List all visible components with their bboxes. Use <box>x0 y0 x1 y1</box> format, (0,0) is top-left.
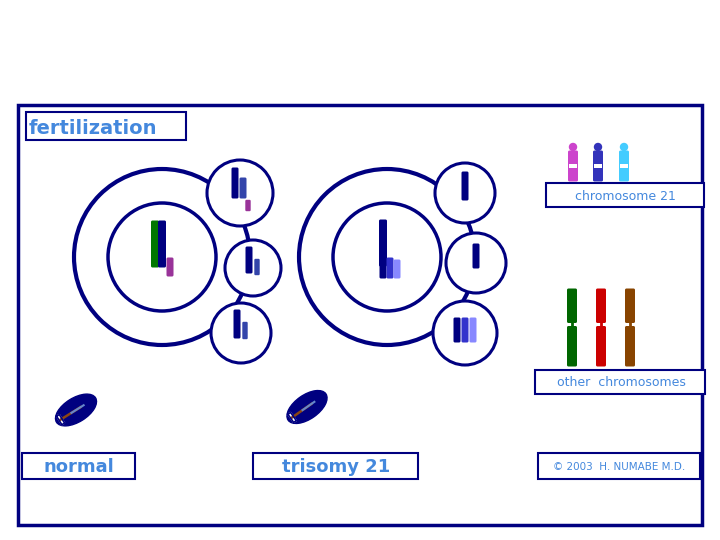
FancyBboxPatch shape <box>568 151 578 181</box>
FancyBboxPatch shape <box>387 258 394 279</box>
FancyBboxPatch shape <box>619 151 629 181</box>
Text: trisomy 21: trisomy 21 <box>282 458 390 476</box>
FancyBboxPatch shape <box>232 167 238 199</box>
FancyBboxPatch shape <box>472 244 480 268</box>
Circle shape <box>225 240 281 296</box>
FancyBboxPatch shape <box>379 219 387 267</box>
Text: other  chromosomes: other chromosomes <box>557 376 685 389</box>
FancyBboxPatch shape <box>166 258 174 276</box>
FancyBboxPatch shape <box>233 309 240 339</box>
Ellipse shape <box>55 394 96 426</box>
Circle shape <box>108 203 216 311</box>
FancyBboxPatch shape <box>151 220 159 267</box>
Circle shape <box>570 144 577 151</box>
Circle shape <box>211 303 271 363</box>
FancyBboxPatch shape <box>567 326 577 367</box>
Circle shape <box>74 169 250 345</box>
Circle shape <box>207 160 273 226</box>
Text: fertilization: fertilization <box>29 118 158 138</box>
Circle shape <box>435 163 495 223</box>
Polygon shape <box>288 413 297 422</box>
FancyBboxPatch shape <box>593 151 603 181</box>
FancyBboxPatch shape <box>567 288 577 323</box>
Circle shape <box>595 144 601 151</box>
FancyBboxPatch shape <box>625 288 635 323</box>
FancyBboxPatch shape <box>469 318 477 342</box>
Text: chromosome 21: chromosome 21 <box>575 190 675 202</box>
Circle shape <box>299 169 475 345</box>
Polygon shape <box>57 415 65 425</box>
FancyBboxPatch shape <box>596 326 606 367</box>
FancyBboxPatch shape <box>379 260 387 279</box>
FancyBboxPatch shape <box>253 453 418 479</box>
Circle shape <box>333 203 441 311</box>
FancyBboxPatch shape <box>26 112 186 140</box>
Ellipse shape <box>287 390 327 423</box>
FancyBboxPatch shape <box>538 453 700 479</box>
Text: © 2003  H. NUMABE M.D.: © 2003 H. NUMABE M.D. <box>553 462 685 472</box>
FancyBboxPatch shape <box>240 178 246 199</box>
FancyBboxPatch shape <box>454 318 461 342</box>
Text: normal: normal <box>44 458 114 476</box>
Bar <box>620 164 628 168</box>
Circle shape <box>446 233 506 293</box>
Circle shape <box>433 301 497 365</box>
FancyBboxPatch shape <box>546 183 704 207</box>
Bar <box>594 164 602 168</box>
FancyBboxPatch shape <box>22 453 135 479</box>
FancyBboxPatch shape <box>462 172 469 200</box>
FancyBboxPatch shape <box>625 326 635 367</box>
Circle shape <box>621 144 628 151</box>
FancyBboxPatch shape <box>254 259 260 275</box>
Bar <box>569 164 577 168</box>
FancyBboxPatch shape <box>596 288 606 323</box>
FancyBboxPatch shape <box>462 318 469 342</box>
FancyBboxPatch shape <box>246 246 253 273</box>
FancyBboxPatch shape <box>535 370 705 394</box>
FancyBboxPatch shape <box>18 105 702 525</box>
FancyBboxPatch shape <box>246 200 251 211</box>
FancyBboxPatch shape <box>243 322 248 339</box>
FancyBboxPatch shape <box>158 220 166 267</box>
FancyBboxPatch shape <box>394 260 400 279</box>
